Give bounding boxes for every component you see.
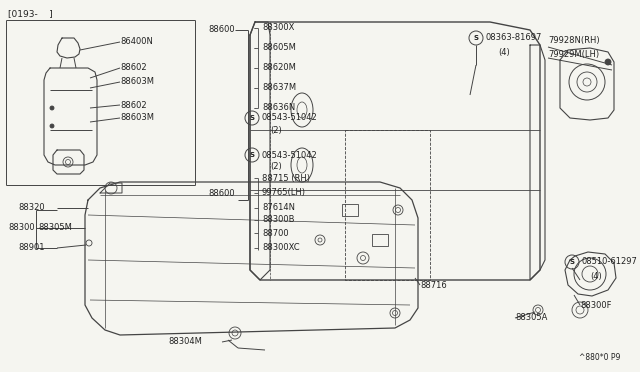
Text: 79928N(RH): 79928N(RH) (548, 35, 600, 45)
Text: 88602: 88602 (120, 64, 147, 73)
Text: 08510-61297: 08510-61297 (581, 257, 637, 266)
Text: (4): (4) (590, 272, 602, 280)
Text: 88603M: 88603M (120, 77, 154, 87)
Text: 08543-51042: 08543-51042 (262, 151, 317, 160)
Text: S: S (474, 35, 479, 41)
Text: 88602: 88602 (120, 100, 147, 109)
Text: 88300X: 88300X (262, 23, 294, 32)
Text: S: S (250, 115, 255, 121)
Text: S: S (250, 152, 255, 158)
Text: 88620M: 88620M (262, 64, 296, 73)
Text: 88700: 88700 (262, 228, 289, 237)
Text: (2): (2) (270, 125, 282, 135)
Text: 88637M: 88637M (262, 83, 296, 93)
Text: [0193-    ]: [0193- ] (8, 10, 52, 19)
Text: 88300XC: 88300XC (262, 244, 300, 253)
Text: 88605M: 88605M (262, 44, 296, 52)
Text: 88603M: 88603M (120, 113, 154, 122)
Text: 88300F: 88300F (580, 301, 611, 310)
Text: 88320: 88320 (18, 203, 45, 212)
Text: 88305A: 88305A (515, 314, 547, 323)
Text: 88716: 88716 (420, 280, 447, 289)
Text: 88304M: 88304M (168, 337, 202, 346)
Text: (4): (4) (498, 48, 509, 57)
Text: 88305M: 88305M (38, 224, 72, 232)
Text: 88715 (RH): 88715 (RH) (262, 173, 310, 183)
Text: 88300: 88300 (8, 224, 35, 232)
Circle shape (50, 124, 54, 128)
Circle shape (605, 59, 611, 65)
Bar (372, 234, 388, 246)
Text: 08543-51042: 08543-51042 (262, 113, 317, 122)
Text: ^880*0 P9: ^880*0 P9 (579, 353, 620, 362)
Text: 08363-81697: 08363-81697 (485, 33, 541, 42)
Text: 86400N: 86400N (120, 38, 153, 46)
Text: 99765(LH): 99765(LH) (262, 189, 306, 198)
Bar (342, 204, 358, 216)
Text: (2): (2) (270, 163, 282, 171)
Text: 88600: 88600 (208, 26, 235, 35)
Circle shape (50, 106, 54, 110)
Text: S: S (570, 259, 575, 265)
Text: 88636N: 88636N (262, 103, 295, 112)
Text: 79929M(LH): 79929M(LH) (548, 51, 599, 60)
Text: 88901: 88901 (18, 244, 45, 253)
Text: 88600: 88600 (208, 189, 235, 198)
Text: 87614N: 87614N (262, 203, 295, 212)
Text: 88300B: 88300B (262, 215, 294, 224)
